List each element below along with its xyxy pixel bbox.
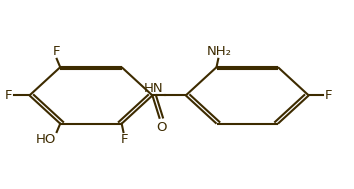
Text: F: F [52,45,60,57]
Text: F: F [5,89,12,102]
Text: F: F [325,89,332,102]
Text: NH₂: NH₂ [207,45,232,57]
Text: O: O [156,121,166,134]
Text: HO: HO [36,133,56,146]
Text: F: F [121,133,128,146]
Text: HN: HN [143,81,163,94]
